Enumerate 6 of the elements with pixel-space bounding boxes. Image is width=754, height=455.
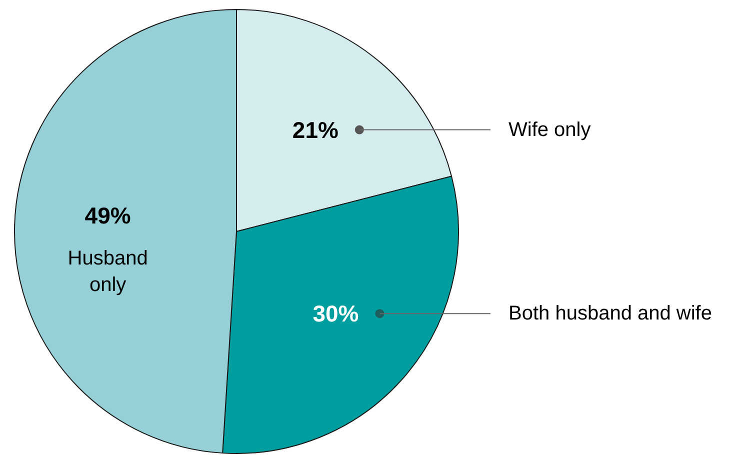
slice-label: Wife only (508, 118, 591, 141)
data-label: 49% (84, 202, 131, 228)
data-label: 21% (292, 116, 338, 143)
slice-label: Both husband and wife (508, 302, 712, 325)
data-label: 30% (312, 300, 359, 327)
slice-label: Husband only (68, 247, 148, 296)
